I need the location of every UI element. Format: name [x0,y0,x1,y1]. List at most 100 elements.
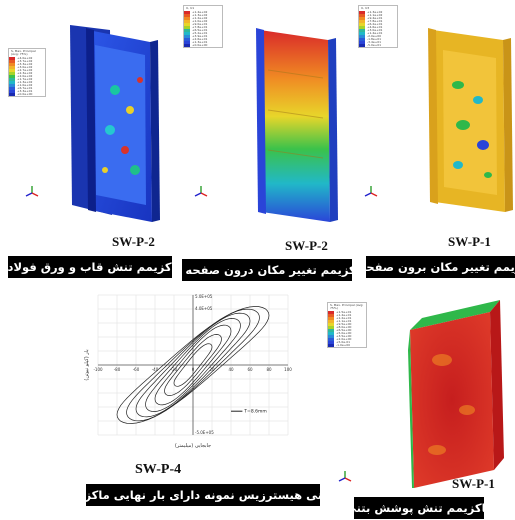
legend-value: -1.8e+01 [367,37,382,41]
legend-value: +1.1e+01 [336,319,352,323]
legend-swatch [184,23,190,26]
legend-value: +6.5e+01 [192,28,208,32]
y-tick-label: -5.0E+05 [195,430,214,435]
x-tick-label: -40 [152,367,159,372]
legend-value: +3.7e+02 [17,59,33,63]
legend-swatch [359,26,365,29]
legend-row: -1.0e+00 [328,344,366,347]
legend-row: +1.3e+02 [359,11,397,14]
legend-row: +6.5e+00 [328,329,366,332]
legend-swatch [9,93,15,96]
legend-header: S, Max. Principal (Avg: 75%) [11,49,36,56]
legend-swatch [359,38,365,41]
legend-swatch [9,90,15,93]
legend-value: +2.3e+02 [17,71,33,75]
legend-swatch [359,29,365,32]
legend-row: +3.0e+02 [9,66,45,69]
legend-value: -2.0e+00 [367,34,382,38]
x-tick-label: 0 [192,367,195,372]
legend-value: +7.8e+01 [367,19,383,23]
hysteresis-loop [116,306,270,424]
panel-label-sw-p-2: SW-P-2 [112,234,155,249]
legend-swatch [359,44,365,47]
legend-row: +3.3e+02 [9,63,45,66]
panel-label-sw-p-4: SW-P-4 [135,462,182,477]
legend-value: +1.3e+02 [367,10,383,14]
legend-row: +1.3e+01 [184,41,222,44]
y-axis-label: بار (کیلو نیوتن) [84,349,90,380]
legend-value: +1.3e+01 [192,40,208,44]
x-tick-label: 60 [247,367,253,372]
panel-label-sw-p-1: SW-P-1 [448,234,491,249]
legend-row: +7.8e+01 [184,26,222,29]
legend-row: +9.4e+01 [359,17,397,20]
legend-row: +1.3e+02 [184,14,222,17]
legend-swatch [328,338,334,341]
y-tick-label: 4.0E+05 [195,306,213,311]
legend-row: +2.7e+02 [9,69,45,72]
legend-value: +3.9e+01 [192,34,208,38]
legend-swatch [9,78,15,81]
axes-triad-icon [338,471,352,482]
x-tick-label: 40 [228,367,234,372]
legend-value: +1.7e+02 [17,77,33,81]
legend-row: +1.7e+02 [9,78,45,81]
legend-row: +4.0e+02 [9,57,45,60]
legend-swatch [328,344,334,347]
legend-label: T=8.6mm [243,409,266,415]
legend-value: -3.4e+01 [367,40,382,44]
legend-swatch [9,81,15,84]
legend-swatch [328,320,334,323]
legend-header: U, U3 [361,6,370,10]
legend-value: +6.7e+01 [17,86,33,90]
legend-swatch [9,87,15,90]
legend-swatch [328,323,334,326]
legend-row: +5.2e+01 [184,32,222,35]
legend-row: +9.0e+01 [184,23,222,26]
legend-value: +1.0e+02 [192,19,208,23]
legend-value: +1.4e+01 [367,31,383,35]
fe-model-outplane-displacement [428,28,513,212]
legend-panel-5: S, Max. Principal (Avg: 75%) +1.5e+01 +1.… [327,302,367,348]
hysteresis-loop [154,324,232,406]
legend-swatch [359,11,365,14]
legend-row: +1.5e+01 [328,311,366,314]
legend-value: +8.0e+00 [336,325,352,329]
legend-value: +3.3e+01 [17,89,33,93]
legend-value: +1.3e+02 [17,80,33,84]
legend-row: +6.7e+01 [9,87,45,90]
legend-row: +1.4e+01 [328,314,366,317]
legend-value: +1.0e+02 [17,83,33,87]
legend-row: +2.6e+01 [184,38,222,41]
legend-value: -1.0e+00 [336,343,351,347]
x-tick-label: -80 [114,367,121,372]
fe-model-frame-stress [70,25,160,222]
legend-row: +1.4e+02 [184,11,222,14]
legend-swatch [184,32,190,35]
legend-swatch [184,17,190,20]
caption-hysteresis: منحنی هیسترزیس نمونه دارای بار نهایی ماک… [86,484,320,506]
legend-value: +5.2e+01 [192,31,208,35]
legend-row: +1.0e+02 [9,84,45,87]
caption-concrete-stress: ماکزیمم تنش پوشش بتنی [354,497,484,519]
legend-swatch [9,63,15,66]
legend-row: +3.0e+01 [359,29,397,32]
legend-swatch [328,311,334,314]
legend-swatch [184,14,190,17]
legend-row: +4.6e+01 [359,26,397,29]
fe-model-inplane-displacement [256,28,338,222]
legend-row: +9.5e+00 [328,323,366,326]
legend-row: +1.1e+01 [328,320,366,323]
legend-value: +6.2e+01 [367,22,383,26]
x-tick-label: 100 [284,367,292,372]
panel-label-sw-p-1b: SW-P-1 [452,476,495,491]
axes-triad-icon [194,186,208,197]
legend-value: +6.5e+00 [336,328,352,332]
legend-swatch [359,20,365,23]
legend-row: +2.0e+00 [328,338,366,341]
legend-value: +2.7e+02 [17,68,33,72]
legend-value: +1.4e+02 [192,10,208,14]
legend-row: -1.8e+01 [359,38,397,41]
legend-value: +3.3e+02 [17,62,33,66]
legend-value: +2.0e+00 [336,337,352,341]
